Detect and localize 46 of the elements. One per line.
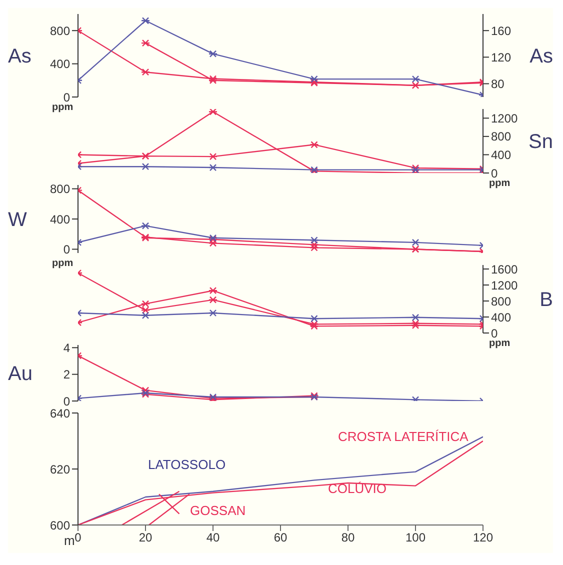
- x-axis-title: m: [64, 533, 75, 548]
- y-tick-label: 800: [50, 182, 70, 196]
- x-tick-label: 120: [472, 530, 494, 545]
- x-tick-label: 40: [206, 530, 220, 545]
- y-tick-label: 620: [50, 462, 70, 476]
- y2-axis-title: As: [530, 46, 553, 68]
- y2-tick-label: 0: [491, 326, 498, 340]
- y-tick-label: 2: [63, 368, 70, 382]
- y-axis-title: Au: [8, 363, 32, 386]
- text: ppm: [489, 178, 510, 189]
- x-tick-label: 60: [274, 530, 288, 545]
- y2-tick-label: 160: [491, 24, 512, 38]
- y2-tick-label: 400: [491, 310, 512, 324]
- y2-tick-label: 400: [491, 148, 512, 162]
- annotation: COLÚVIO: [328, 481, 387, 496]
- y2-tick-label: 120: [491, 50, 512, 64]
- x-tick-label: 0: [74, 530, 82, 545]
- text: ppm: [52, 258, 74, 269]
- y2-tick-label: 800: [491, 130, 512, 144]
- y2-tick-label: 1600: [491, 262, 518, 276]
- y2-axis-title: B: [540, 289, 553, 312]
- y-tick-label: 640: [50, 406, 70, 420]
- annotation: CROSTA LATERÍTICA: [338, 429, 468, 444]
- y-tick-label: 4: [63, 340, 70, 355]
- x-tick-label: 100: [405, 530, 426, 545]
- text: ppm: [489, 338, 510, 349]
- y2-axis-title: Sn: [528, 131, 553, 154]
- y-tick-label: 0: [63, 90, 70, 104]
- y2-tick-label: 800: [491, 294, 512, 308]
- y2-tick-label: 1200: [491, 111, 518, 126]
- y-tick-label: 400: [50, 57, 70, 72]
- annotation: LATOSSOLO: [148, 457, 226, 472]
- annotation: GOSSAN: [190, 503, 246, 518]
- y-tick-label: 0: [63, 394, 70, 408]
- y-axis-title: As: [8, 46, 32, 68]
- x-tick-label: 20: [138, 530, 152, 545]
- y2-tick-label: 0: [491, 166, 498, 180]
- y-tick-label: 400: [50, 212, 70, 226]
- y-tick-label: 800: [50, 24, 70, 38]
- text: ppm: [52, 102, 74, 113]
- y-axis-title: W: [8, 209, 27, 232]
- x-tick-label: 80: [341, 530, 355, 545]
- y-tick-label: 0: [63, 242, 70, 256]
- y2-tick-label: 1200: [491, 278, 518, 292]
- y-tick-label: 600: [50, 518, 70, 532]
- y2-tick-label: 80: [491, 76, 505, 91]
